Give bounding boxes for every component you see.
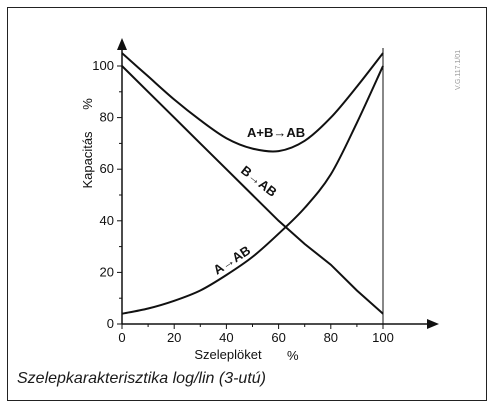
- y-axis-label: Kapacitás: [80, 131, 95, 189]
- x-tick-label: 100: [372, 330, 394, 345]
- x-axis-unit: %: [287, 348, 299, 363]
- figure-caption: Szelepkarakterisztika log/lin (3-utú): [17, 370, 266, 387]
- series-b-line: [121, 65, 384, 315]
- y-tick-label: 20: [100, 264, 114, 279]
- x-tick-label: 20: [167, 330, 181, 345]
- series-b-label: B→AB: [238, 163, 280, 200]
- series-a-line: [121, 65, 384, 315]
- x-tick-label: 0: [118, 330, 125, 345]
- x-axis-arrow: [427, 319, 439, 329]
- y-tick-label: 100: [92, 58, 114, 73]
- x-axis-label: Szeleplöket: [194, 347, 262, 362]
- chart-axes: 0 20 40 60 80 100 0 20 40 60 80 100: [92, 38, 439, 345]
- y-axis-arrow: [117, 38, 127, 50]
- x-tick-label: 40: [219, 330, 233, 345]
- y-tick-label: 80: [100, 110, 114, 125]
- y-tick-label: 60: [100, 161, 114, 176]
- x-tick-label: 60: [271, 330, 285, 345]
- side-code: V.G.117.1/01: [455, 50, 462, 90]
- y-tick-label: 0: [107, 316, 114, 331]
- series-a-plus-b-label: A+B→AB: [247, 125, 305, 140]
- series-a-plus-b-line: [121, 52, 384, 153]
- figure-frame: [7, 7, 487, 401]
- x-tick-label: 80: [324, 330, 338, 345]
- chart-series: [121, 52, 384, 315]
- y-axis-unit: %: [80, 98, 95, 110]
- y-tick-label: 40: [100, 213, 114, 228]
